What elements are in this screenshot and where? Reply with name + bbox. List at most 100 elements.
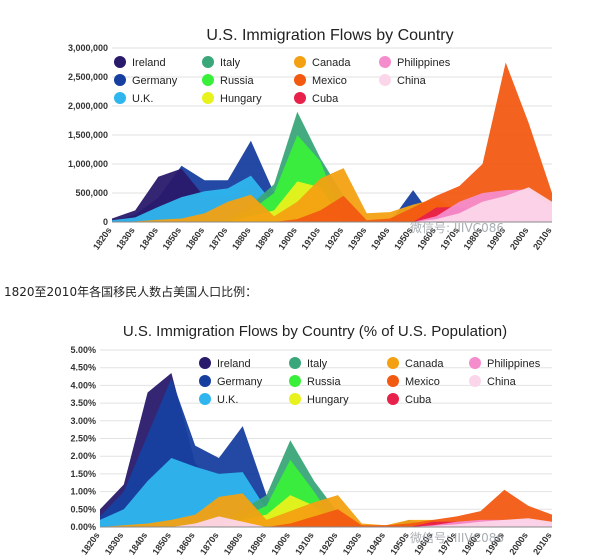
area-philippines xyxy=(100,519,552,527)
legend-swatch-russia xyxy=(202,74,214,86)
x-tick-label: 1940s xyxy=(365,530,388,556)
y-tick-label: 2.50% xyxy=(70,434,96,444)
legend-label-philippines: Philippines xyxy=(397,57,451,69)
legend-label-cuba: Cuba xyxy=(405,394,432,406)
chart-title: U.S. Immigration Flows by Country (% of … xyxy=(123,323,507,340)
y-tick-label: 500,000 xyxy=(75,188,108,198)
x-tick-label: 1820s xyxy=(91,225,114,251)
x-tick-label: 1920s xyxy=(317,530,340,556)
legend-swatch-germany xyxy=(114,74,126,86)
legend-swatch-ireland xyxy=(199,357,211,369)
x-tick-label: 1930s xyxy=(341,530,364,556)
y-tick-label: 0.00% xyxy=(70,522,96,532)
x-tick-label: 1890s xyxy=(253,225,276,251)
legend-label-ireland: Ireland xyxy=(132,57,166,69)
x-tick-label: 1920s xyxy=(323,225,346,251)
y-tick-label: 5.00% xyxy=(70,345,96,355)
area-philippines xyxy=(112,189,552,222)
y-tick-label: 1,500,000 xyxy=(68,130,108,140)
x-tick-label: 2000s xyxy=(508,225,531,251)
x-tick-label: 1830s xyxy=(103,530,126,556)
y-tick-label: 2,500,000 xyxy=(68,72,108,82)
legend-swatch-italy xyxy=(202,56,214,68)
legend-label-mexico: Mexico xyxy=(405,376,440,388)
legend-swatch-mexico xyxy=(294,74,306,86)
legend-label-germany: Germany xyxy=(217,376,263,388)
legend-swatch-cuba xyxy=(387,393,399,405)
watermark: 微信号: IIIVC086 xyxy=(410,531,504,545)
x-tick-label: 1860s xyxy=(174,530,197,556)
y-tick-label: 4.00% xyxy=(70,380,96,390)
x-tick-label: 1900s xyxy=(269,530,292,556)
x-tick-label: 1850s xyxy=(150,530,173,556)
immigration-percent-chart: U.S. Immigration Flows by Country (% of … xyxy=(70,323,554,557)
y-tick-label: 2.00% xyxy=(70,451,96,461)
legend-swatch-ireland xyxy=(114,56,126,68)
x-tick-label: 1830s xyxy=(114,225,137,251)
legend-swatch-china xyxy=(469,375,481,387)
y-tick-label: 0.50% xyxy=(70,504,96,514)
y-tick-label: 1.00% xyxy=(70,487,96,497)
legend-label-canada: Canada xyxy=(312,57,351,69)
legend-label-hungary: Hungary xyxy=(307,394,349,406)
x-tick-label: 1820s xyxy=(79,530,102,556)
y-tick-label: 3,000,000 xyxy=(68,43,108,53)
x-tick-label: 1860s xyxy=(184,225,207,251)
area-china xyxy=(112,187,552,222)
legend-swatch-china xyxy=(379,74,391,86)
legend-swatch-hungary xyxy=(202,92,214,104)
legend-swatch-italy xyxy=(289,357,301,369)
legend-swatch-u-k xyxy=(114,92,126,104)
y-tick-label: 3.50% xyxy=(70,398,96,408)
x-tick-label: 1940s xyxy=(369,225,392,251)
chart-title: U.S. Immigration Flows by Country xyxy=(206,27,453,44)
y-tick-label: 4.50% xyxy=(70,363,96,373)
x-tick-label: 2010s xyxy=(531,225,554,251)
y-tick-label: 1.50% xyxy=(70,469,96,479)
legend-swatch-philippines xyxy=(379,56,391,68)
legend-label-italy: Italy xyxy=(307,358,328,370)
immigration-flows-chart: U.S. Immigration Flows by Country 0 500,0… xyxy=(68,27,554,252)
legend-label-hungary: Hungary xyxy=(220,93,262,105)
x-tick-label: 1910s xyxy=(300,225,323,251)
watermark: 微信号: IIIVC086 xyxy=(410,221,504,235)
x-tick-label: 1930s xyxy=(346,225,369,251)
legend-label-u-k: U.K. xyxy=(217,394,238,406)
legend-label-germany: Germany xyxy=(132,75,178,87)
legend-swatch-russia xyxy=(289,375,301,387)
x-tick-label: 1840s xyxy=(127,530,150,556)
legend-swatch-canada xyxy=(294,56,306,68)
y-tick-label: 3.00% xyxy=(70,416,96,426)
x-tick-label: 1870s xyxy=(207,225,230,251)
legend-label-italy: Italy xyxy=(220,57,241,69)
x-tick-label: 1870s xyxy=(198,530,221,556)
y-tick-label: 0 xyxy=(103,217,108,227)
legend-swatch-mexico xyxy=(387,375,399,387)
x-tick-label: 2000s xyxy=(507,530,530,556)
legend-swatch-philippines xyxy=(469,357,481,369)
legend-label-canada: Canada xyxy=(405,358,444,370)
x-tick-label: 1890s xyxy=(246,530,269,556)
legend-swatch-cuba xyxy=(294,92,306,104)
legend-label-ireland: Ireland xyxy=(217,358,251,370)
area-china xyxy=(100,516,552,527)
x-tick-label: 1950s xyxy=(388,530,411,556)
x-tick-label: 1840s xyxy=(137,225,160,251)
legend-label-cuba: Cuba xyxy=(312,93,339,105)
legend-label-philippines: Philippines xyxy=(487,358,541,370)
legend-label-china: China xyxy=(487,376,517,388)
x-tick-label: 1910s xyxy=(293,530,316,556)
legend-swatch-germany xyxy=(199,375,211,387)
x-tick-label: 1850s xyxy=(161,225,184,251)
y-tick-label: 1,000,000 xyxy=(68,159,108,169)
legend-swatch-canada xyxy=(387,357,399,369)
x-tick-label: 1900s xyxy=(276,225,299,251)
legend-swatch-hungary xyxy=(289,393,301,405)
x-tick-label: 2010s xyxy=(531,530,554,556)
y-tick-label: 2,000,000 xyxy=(68,101,108,111)
legend-label-russia: Russia xyxy=(307,376,342,388)
legend-label-china: China xyxy=(397,75,427,87)
legend-swatch-u-k xyxy=(199,393,211,405)
x-tick-label: 1880s xyxy=(230,225,253,251)
x-tick-label: 1880s xyxy=(222,530,245,556)
